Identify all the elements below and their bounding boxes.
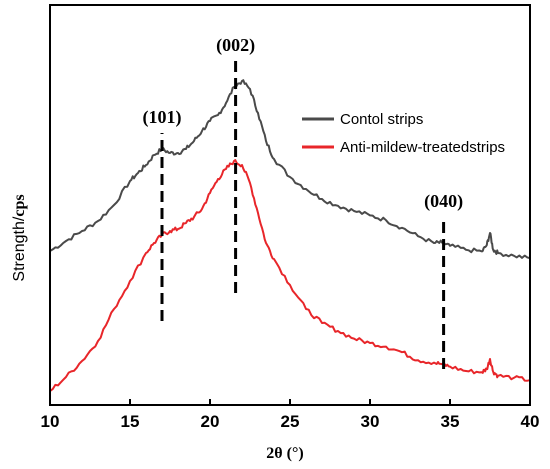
x-tick-label: 35 — [441, 412, 460, 431]
x-tick-label: 30 — [361, 412, 380, 431]
peak-label: (002) — [216, 35, 255, 56]
peak-annotations: (101) (002) (040) — [143, 35, 463, 369]
x-tick-label: 15 — [121, 412, 140, 431]
peak-label: (040) — [424, 191, 463, 212]
x-tick-label: 25 — [281, 412, 300, 431]
x-tick-label: 10 — [41, 412, 60, 431]
legend-label-control: Contol strips — [340, 111, 423, 128]
x-tick-label: 40 — [521, 412, 540, 431]
y-axis-title-unit: cps — [11, 194, 28, 216]
plot-area — [49, 79, 531, 392]
x-axis-ticks: 10 15 20 25 30 35 40 — [41, 399, 540, 431]
x-axis-title: 2θ (°) — [266, 445, 303, 462]
series-line-1 — [49, 159, 531, 392]
peak-label: (101) — [143, 107, 182, 128]
series-line-0 — [49, 79, 531, 260]
y-axis-title: Strength/cps — [11, 194, 28, 281]
legend-label-treated: Anti-mildew-treatedstrips — [340, 139, 505, 156]
y-axis-title-prefix: Strength/ — [11, 216, 28, 281]
legend: Contol strips Anti-mildew-treatedstrips — [302, 111, 505, 156]
x-tick-label: 20 — [201, 412, 220, 431]
